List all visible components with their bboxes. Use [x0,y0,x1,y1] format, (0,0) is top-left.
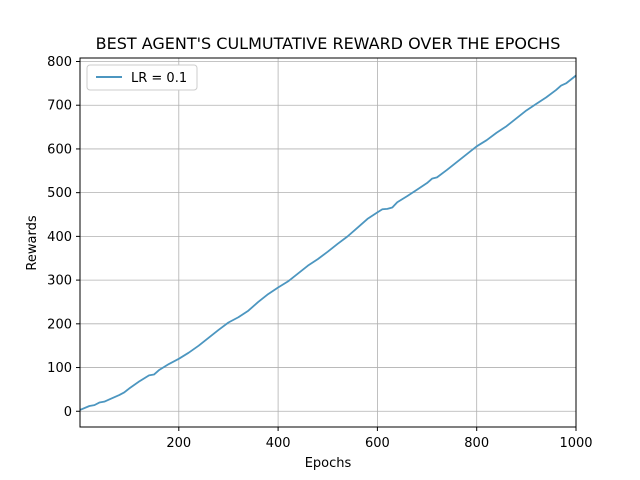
x-tick-label: 1000 [559,436,592,451]
y-tick-label: 200 [47,317,72,332]
y-tick-label: 0 [64,405,72,420]
x-tick-label: 200 [166,436,191,451]
y-axis: 0 100 200 300 400 500 600 700 800 [47,55,80,420]
x-tick-label: 800 [464,436,489,451]
series-layer [79,74,577,411]
chart-title: BEST AGENT'S CULMUTATIVE REWARD OVER THE… [96,34,561,53]
legend-box [86,64,198,91]
x-tick-label: 400 [266,436,291,451]
y-tick-label: 700 [47,99,72,114]
grid [80,58,577,427]
y-tick-label: 800 [47,55,72,70]
y-axis-label: Rewards [25,215,40,270]
plot-frame [79,57,577,428]
y-tick-label: 500 [47,186,72,201]
legend: LR = 0.1 [86,64,198,91]
y-tick-label: 600 [47,142,72,157]
legend-label: LR = 0.1 [131,71,187,86]
y-tick-label: 300 [47,274,72,289]
x-axis-label: Epochs [305,456,352,471]
y-tick-label: 400 [47,230,72,245]
x-tick-label: 600 [365,436,390,451]
y-tick-label: 100 [47,361,72,376]
series-line-0 [79,74,577,411]
x-axis: 200 400 600 800 1000 [166,427,593,451]
